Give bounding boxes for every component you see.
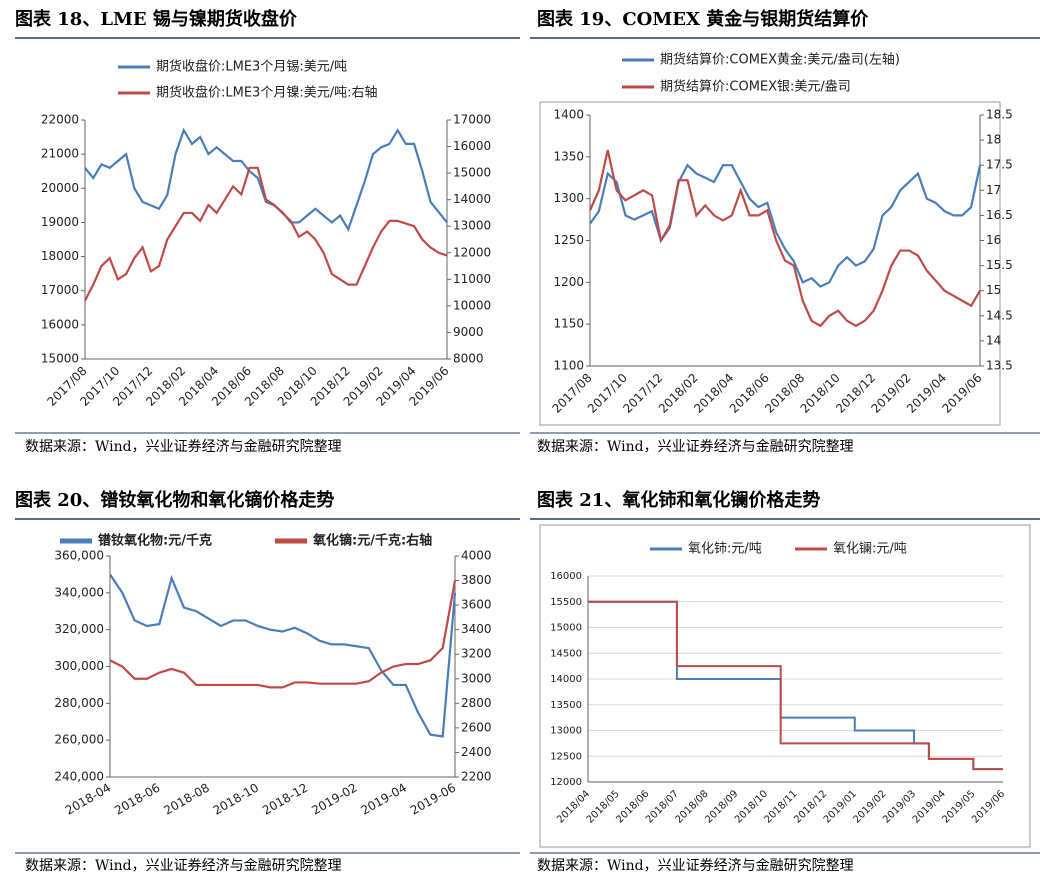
y-tick-label: 1400: [553, 108, 584, 122]
y2-tick-label: 16.5: [986, 208, 1013, 222]
y-tick-label: 340,000: [54, 585, 104, 599]
y2-tick-label: 4000: [461, 549, 492, 563]
y-tick-label: 18000: [41, 249, 79, 263]
y2-tick-label: 3800: [461, 573, 492, 587]
x-tick-label: 2019-06: [408, 781, 458, 818]
source-note: 数据来源：Wind，兴业证券经济与金融研究院整理: [537, 858, 854, 874]
y-tick-label: 14000: [550, 674, 582, 685]
y2-tick-label: 16000: [453, 139, 491, 153]
legend-label: 期货收盘价:LME3个月镍:美元/吨:右轴: [156, 85, 377, 101]
y-tick-label: 1350: [553, 149, 584, 163]
y2-tick-label: 8000: [453, 352, 484, 366]
y-tick-label: 14500: [550, 648, 582, 659]
series-line: [84, 127, 448, 232]
y-tick-label: 16000: [41, 317, 79, 331]
series-line: [588, 600, 1003, 771]
x-tick-label: 2019/06: [939, 371, 984, 416]
y-tick-label: 13500: [550, 700, 582, 711]
series-line: [109, 573, 457, 738]
y-tick-label: 15000: [550, 623, 582, 634]
y2-tick-label: 14: [986, 333, 1001, 347]
y2-tick-label: 9000: [453, 325, 484, 339]
y-tick-label: 320,000: [54, 622, 104, 636]
y2-tick-label: 3200: [461, 647, 492, 661]
y-tick-label: 17000: [41, 283, 79, 297]
y-tick-label: 280,000: [54, 696, 104, 710]
y2-tick-label: 15.5: [986, 258, 1013, 272]
y-tick-label: 12000: [550, 777, 582, 788]
y2-tick-label: 15000: [453, 166, 491, 180]
source-note: 数据来源：Wind，兴业证券经济与金融研究院整理: [537, 439, 854, 455]
chart-frame: [539, 524, 1031, 848]
y-tick-label: 1250: [553, 233, 584, 247]
y2-tick-label: 2400: [461, 745, 492, 759]
y-tick-label: 1200: [553, 275, 584, 289]
legend-label: 期货收盘价:LME3个月锡:美元/吨: [156, 59, 347, 75]
x-tick-label: 2018-12: [260, 781, 310, 818]
y2-tick-label: 18: [986, 133, 1001, 147]
chart-title: 图表 18、LME 锡与镍期货收盘价: [15, 8, 298, 30]
y-tick-label: 13000: [550, 726, 582, 737]
x-tick-label: 2018-08: [161, 781, 211, 818]
chart-title: 图表 19、COMEX 黄金与银期货结算价: [537, 8, 869, 30]
series-line: [84, 166, 448, 302]
x-tick-label: 2018-06: [112, 781, 162, 818]
y2-tick-label: 2200: [461, 770, 492, 784]
y-tick-label: 20000: [41, 181, 79, 195]
y-tick-label: 1150: [553, 317, 584, 331]
x-tick-label: 2019-02: [309, 781, 359, 818]
y-tick-label: 15000: [41, 352, 79, 366]
y-tick-label: 15500: [550, 597, 582, 608]
y2-tick-label: 13.5: [986, 359, 1013, 373]
legend-label: 氧化铈:元/吨: [688, 541, 762, 557]
series-line: [589, 163, 982, 288]
y-tick-label: 1300: [553, 191, 584, 205]
x-tick-label: 2019-04: [359, 781, 409, 818]
series-line: [109, 580, 457, 689]
legend-label: 期货结算价:COMEX银:美元/盎司: [660, 79, 851, 95]
y2-tick-label: 14.5: [986, 308, 1013, 322]
x-tick-label: 2018-10: [211, 781, 261, 818]
source-note: 数据来源：Wind，兴业证券经济与金融研究院整理: [25, 858, 342, 874]
legend-label: 镨钕氧化物:元/千克: [98, 533, 212, 549]
y-tick-label: 16000: [550, 571, 582, 582]
y2-tick-label: 11000: [453, 272, 491, 286]
y2-tick-label: 14000: [453, 192, 491, 206]
y2-tick-label: 17.5: [986, 158, 1013, 172]
y-tick-label: 300,000: [54, 659, 104, 673]
y2-tick-label: 17000: [453, 113, 491, 127]
y-tick-label: 1100: [553, 359, 584, 373]
legend-label: 期货结算价:COMEX黄金:美元/盎司(左轴): [660, 52, 900, 68]
y2-tick-label: 10000: [453, 298, 491, 312]
y-tick-label: 260,000: [54, 733, 104, 747]
chart-title: 图表 21、氧化铈和氧化镧价格走势: [537, 489, 820, 511]
chart-title: 图表 20、镨钕氧化物和氧化镝价格走势: [15, 489, 334, 511]
y2-tick-label: 2600: [461, 720, 492, 734]
y-tick-label: 21000: [41, 147, 79, 161]
chart-frame: [539, 101, 1001, 426]
x-tick-label: 2019/06: [970, 788, 1007, 825]
y2-tick-label: 3600: [461, 598, 492, 612]
y2-tick-label: 16: [986, 233, 1001, 247]
series-line: [588, 149, 981, 328]
y-tick-label: 22000: [41, 113, 79, 127]
y2-tick-label: 3400: [461, 622, 492, 636]
legend-label: 氧化镝:元/千克:右轴: [312, 533, 432, 549]
y2-tick-label: 3000: [461, 671, 492, 685]
y2-tick-label: 18.5: [986, 108, 1013, 122]
y2-tick-label: 15: [986, 283, 1001, 297]
y2-tick-label: 12000: [453, 245, 491, 259]
y2-tick-label: 2800: [461, 696, 492, 710]
y-tick-label: 12500: [550, 751, 582, 762]
y-tick-label: 240,000: [54, 770, 104, 784]
y-tick-label: 19000: [41, 215, 79, 229]
y2-tick-label: 13000: [453, 219, 491, 233]
y2-tick-label: 17: [986, 183, 1001, 197]
x-tick-label: 2018-04: [63, 781, 113, 818]
y-tick-label: 360,000: [54, 549, 104, 563]
legend-label: 氧化镧:元/吨: [833, 542, 907, 557]
source-note: 数据来源：Wind，兴业证券经济与金融研究院整理: [25, 439, 342, 455]
